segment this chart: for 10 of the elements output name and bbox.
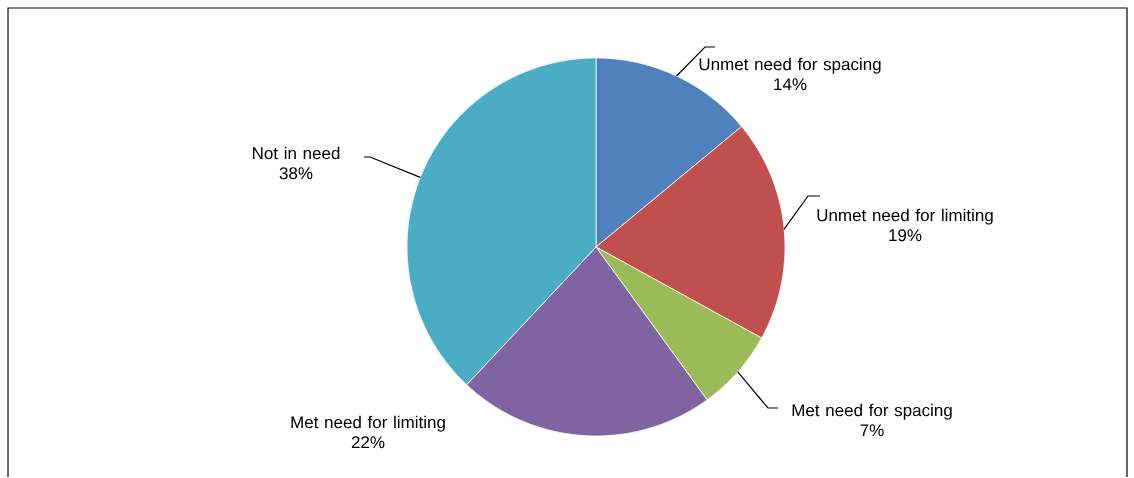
slice-label: Met need for limiting (291, 415, 445, 432)
slice-label: Unmet need for spacing (699, 58, 881, 74)
data-label: 38% (279, 167, 313, 180)
data-label: 7% (860, 424, 884, 437)
slice-label: Not in need (252, 146, 340, 160)
slice-label: Unmet need for limiting (817, 208, 993, 225)
data-label: 14% (774, 78, 807, 91)
data-label: 22% (351, 436, 385, 449)
slice-label: Met need for spacing (792, 404, 952, 420)
data-label: 19% (889, 229, 922, 242)
